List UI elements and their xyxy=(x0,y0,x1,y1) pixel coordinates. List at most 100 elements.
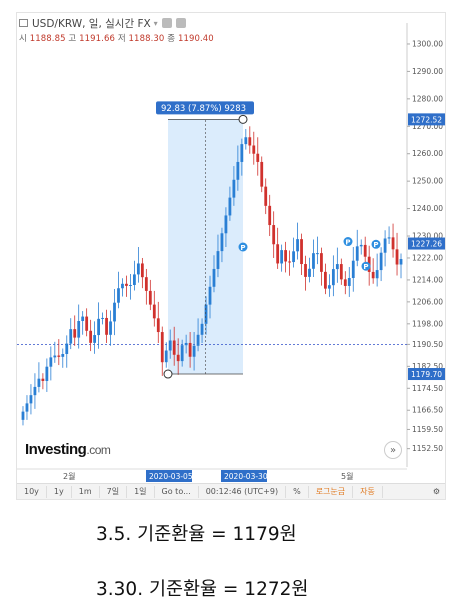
candle-body[interactable] xyxy=(220,233,224,252)
candle-body[interactable] xyxy=(73,329,77,338)
candle-body[interactable] xyxy=(33,386,37,396)
gear-icon[interactable]: ⚙ xyxy=(432,487,440,496)
candle-body[interactable] xyxy=(355,246,359,261)
candle-body[interactable] xyxy=(85,316,89,331)
candle-body[interactable] xyxy=(391,237,395,250)
candle-body[interactable] xyxy=(188,342,192,357)
candle-body[interactable] xyxy=(196,334,200,346)
candle-body[interactable] xyxy=(204,304,208,324)
candle-body[interactable] xyxy=(379,252,383,271)
candle-body[interactable] xyxy=(331,269,335,286)
candle-body[interactable] xyxy=(244,137,248,145)
candle-body[interactable] xyxy=(136,263,140,275)
measure-handle-start[interactable] xyxy=(163,369,173,379)
candle-body[interactable] xyxy=(140,263,144,278)
candle-body[interactable] xyxy=(351,260,355,279)
candle-body[interactable] xyxy=(399,259,403,265)
candle-body[interactable] xyxy=(180,345,184,362)
price-chart[interactable]: 1300.00 1290.00 1280.00 1270.00 1260.00 1250.… xyxy=(17,13,446,483)
candle-body[interactable] xyxy=(276,244,280,264)
log-scale-toggle[interactable]: 로그눈금 xyxy=(309,486,354,498)
candle-body[interactable] xyxy=(308,268,311,277)
candle-body[interactable] xyxy=(152,304,156,319)
candle-body[interactable] xyxy=(363,244,367,257)
candle-body[interactable] xyxy=(53,355,57,358)
candle-body[interactable] xyxy=(168,340,172,351)
collapse-icon[interactable] xyxy=(19,19,28,27)
candle-body[interactable] xyxy=(316,253,319,255)
event-marker-icon[interactable] xyxy=(343,237,353,247)
candle-body[interactable] xyxy=(212,268,216,287)
candle-body[interactable] xyxy=(45,366,49,381)
candle-body[interactable] xyxy=(41,378,45,381)
range-1y-button[interactable]: 1y xyxy=(47,486,72,498)
candle-body[interactable] xyxy=(327,285,331,289)
candle-body[interactable] xyxy=(176,354,180,362)
candle-body[interactable] xyxy=(268,205,272,226)
range-1m-button[interactable]: 1m xyxy=(72,486,100,498)
event-marker-icon[interactable] xyxy=(238,242,248,252)
candle-body[interactable] xyxy=(192,345,196,357)
candle-body[interactable] xyxy=(109,321,112,335)
candle-body[interactable] xyxy=(164,350,168,363)
candle-body[interactable] xyxy=(383,238,387,253)
candle-body[interactable] xyxy=(156,318,160,333)
candle-body[interactable] xyxy=(93,335,97,343)
measure-handle-end[interactable] xyxy=(238,114,248,124)
settings-mini-icon[interactable] xyxy=(161,18,172,28)
candle-body[interactable] xyxy=(208,286,212,305)
candle-body[interactable] xyxy=(160,332,164,363)
candle-body[interactable] xyxy=(256,153,260,162)
candle-body[interactable] xyxy=(260,161,264,187)
candle-body[interactable] xyxy=(304,264,307,277)
candle-body[interactable] xyxy=(272,225,276,245)
candle-body[interactable] xyxy=(292,251,295,263)
candle-body[interactable] xyxy=(144,277,148,291)
candle-body[interactable] xyxy=(236,161,240,180)
candle-body[interactable] xyxy=(216,251,220,269)
candle-body[interactable] xyxy=(296,239,299,252)
candle-body[interactable] xyxy=(395,249,399,265)
auto-scale-toggle[interactable]: 자동 xyxy=(353,486,383,498)
candle-body[interactable] xyxy=(49,357,53,367)
candle-body[interactable] xyxy=(121,283,124,289)
candle-body[interactable] xyxy=(37,378,41,387)
candle-body[interactable] xyxy=(240,144,244,162)
candle-body[interactable] xyxy=(57,355,61,357)
candle-body[interactable] xyxy=(335,264,339,270)
candle-body[interactable] xyxy=(339,264,343,280)
candle-body[interactable] xyxy=(248,137,252,146)
candle-body[interactable] xyxy=(125,283,128,286)
candle-body[interactable] xyxy=(21,411,25,420)
range-7d-button[interactable]: 7일 xyxy=(100,486,128,498)
candle-body[interactable] xyxy=(97,318,100,336)
candle-body[interactable] xyxy=(252,145,256,154)
candle-body[interactable] xyxy=(320,253,323,272)
event-marker-icon[interactable] xyxy=(371,239,381,249)
candle-body[interactable] xyxy=(89,330,93,343)
candle-body[interactable] xyxy=(224,215,228,234)
candle-body[interactable] xyxy=(172,340,176,355)
range-10y-button[interactable]: 10y xyxy=(17,486,47,498)
candle-body[interactable] xyxy=(312,253,315,269)
caret-down-icon[interactable]: ▾ xyxy=(153,18,158,28)
candle-body[interactable] xyxy=(184,342,188,346)
candle-body[interactable] xyxy=(61,353,65,357)
candle-body[interactable] xyxy=(65,343,69,354)
candle-body[interactable] xyxy=(371,271,375,279)
close-mini-icon[interactable] xyxy=(175,18,186,28)
candle-body[interactable] xyxy=(284,250,288,262)
candle-body[interactable] xyxy=(101,317,104,319)
candle-body[interactable] xyxy=(69,329,73,344)
time-zone-display[interactable]: 00:12:46 (UTC+9) xyxy=(199,486,287,498)
candle-body[interactable] xyxy=(347,278,351,286)
candle-body[interactable] xyxy=(387,237,391,239)
candle-body[interactable] xyxy=(133,274,136,285)
event-marker-icon[interactable] xyxy=(361,261,371,271)
candle-body[interactable] xyxy=(200,323,204,335)
double-chevron-right-icon[interactable]: » xyxy=(384,441,402,459)
candle-body[interactable] xyxy=(25,403,29,412)
candle-body[interactable] xyxy=(113,302,116,322)
candle-body[interactable] xyxy=(105,317,108,335)
candle-body[interactable] xyxy=(81,316,85,322)
